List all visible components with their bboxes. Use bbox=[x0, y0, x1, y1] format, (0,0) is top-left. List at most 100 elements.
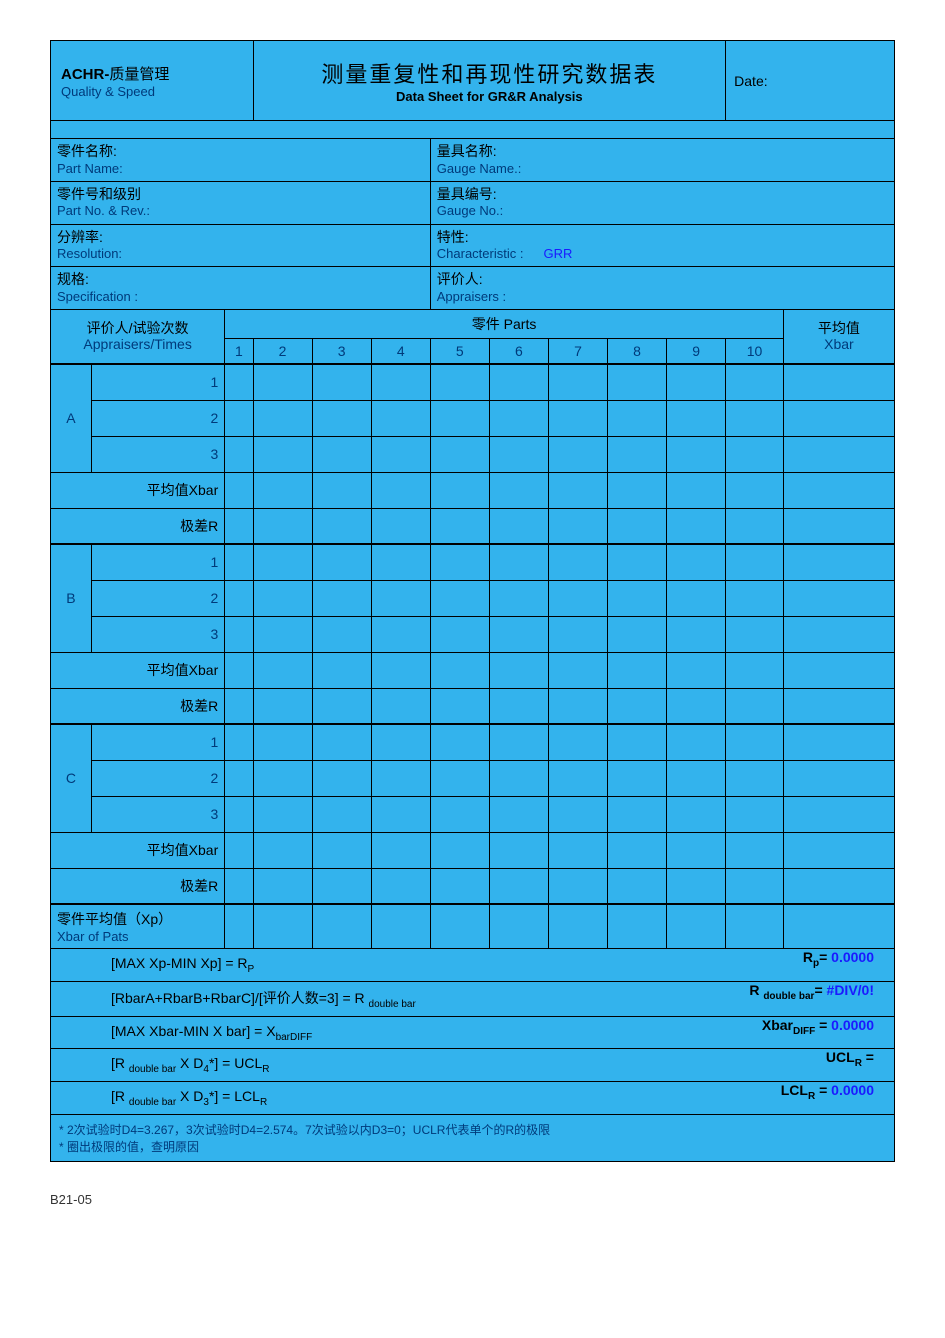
data-cell[interactable] bbox=[548, 760, 607, 796]
data-cell[interactable] bbox=[608, 400, 667, 436]
data-cell[interactable] bbox=[608, 436, 667, 472]
data-cell[interactable] bbox=[548, 436, 607, 472]
formula-row-2: [MAX Xbar-MIN X bar] = XbarDIFF XbarDIFF… bbox=[51, 1016, 895, 1049]
data-cell[interactable] bbox=[253, 796, 312, 832]
formula-3-text: [R double bar X D4*] = UCLR bbox=[51, 1049, 714, 1081]
data-cell[interactable] bbox=[726, 580, 784, 616]
stat-cell bbox=[783, 688, 894, 724]
b-trial-2: 2 bbox=[91, 580, 224, 616]
data-cell[interactable] bbox=[489, 616, 548, 652]
data-cell[interactable] bbox=[225, 544, 253, 580]
info-right-2-en: Characteristic : bbox=[437, 246, 524, 261]
data-cell[interactable] bbox=[430, 724, 489, 760]
data-cell[interactable] bbox=[608, 724, 667, 760]
data-cell[interactable] bbox=[430, 760, 489, 796]
data-cell[interactable] bbox=[225, 436, 253, 472]
data-cell[interactable] bbox=[726, 544, 784, 580]
data-cell[interactable] bbox=[371, 436, 430, 472]
data-cell[interactable] bbox=[225, 616, 253, 652]
data-cell[interactable] bbox=[726, 364, 784, 400]
data-cell[interactable] bbox=[608, 760, 667, 796]
data-cell[interactable] bbox=[726, 436, 784, 472]
stat-cell bbox=[608, 688, 667, 724]
data-cell[interactable] bbox=[225, 796, 253, 832]
data-cell[interactable] bbox=[548, 796, 607, 832]
data-cell[interactable] bbox=[726, 400, 784, 436]
data-cell[interactable] bbox=[371, 364, 430, 400]
data-cell[interactable] bbox=[253, 724, 312, 760]
data-cell[interactable] bbox=[608, 364, 667, 400]
data-cell[interactable] bbox=[312, 616, 371, 652]
data-cell[interactable] bbox=[225, 724, 253, 760]
data-cell[interactable] bbox=[312, 760, 371, 796]
data-cell[interactable] bbox=[253, 616, 312, 652]
data-cell[interactable] bbox=[430, 544, 489, 580]
data-cell[interactable] bbox=[225, 364, 253, 400]
data-cell[interactable] bbox=[253, 436, 312, 472]
data-cell[interactable] bbox=[489, 760, 548, 796]
data-cell[interactable] bbox=[371, 796, 430, 832]
data-cell[interactable] bbox=[548, 364, 607, 400]
data-cell[interactable] bbox=[371, 616, 430, 652]
data-cell[interactable] bbox=[548, 400, 607, 436]
data-cell[interactable] bbox=[667, 580, 726, 616]
data-cell[interactable] bbox=[726, 616, 784, 652]
data-cell[interactable] bbox=[430, 580, 489, 616]
data-cell[interactable] bbox=[430, 616, 489, 652]
data-cell[interactable] bbox=[608, 580, 667, 616]
data-cell[interactable] bbox=[253, 544, 312, 580]
data-cell[interactable] bbox=[667, 544, 726, 580]
data-cell[interactable] bbox=[548, 544, 607, 580]
data-cell[interactable] bbox=[430, 796, 489, 832]
data-cell[interactable] bbox=[253, 364, 312, 400]
data-cell[interactable] bbox=[371, 544, 430, 580]
data-cell[interactable] bbox=[667, 436, 726, 472]
data-cell[interactable] bbox=[489, 544, 548, 580]
data-cell[interactable] bbox=[667, 760, 726, 796]
data-cell[interactable] bbox=[371, 760, 430, 796]
data-cell[interactable] bbox=[608, 616, 667, 652]
data-cell[interactable] bbox=[312, 796, 371, 832]
data-cell[interactable] bbox=[253, 580, 312, 616]
data-cell[interactable] bbox=[312, 400, 371, 436]
data-cell[interactable] bbox=[608, 544, 667, 580]
data-cell[interactable] bbox=[608, 796, 667, 832]
data-cell[interactable] bbox=[489, 580, 548, 616]
data-cell[interactable] bbox=[253, 760, 312, 796]
data-cell[interactable] bbox=[489, 724, 548, 760]
data-cell[interactable] bbox=[312, 724, 371, 760]
data-cell[interactable] bbox=[726, 796, 784, 832]
data-cell[interactable] bbox=[489, 364, 548, 400]
data-cell[interactable] bbox=[667, 400, 726, 436]
data-cell[interactable] bbox=[253, 400, 312, 436]
data-cell[interactable] bbox=[667, 616, 726, 652]
data-cell[interactable] bbox=[225, 580, 253, 616]
data-cell[interactable] bbox=[371, 400, 430, 436]
data-cell[interactable] bbox=[548, 580, 607, 616]
data-cell[interactable] bbox=[312, 580, 371, 616]
data-cell[interactable] bbox=[548, 616, 607, 652]
stat-cell bbox=[253, 868, 312, 904]
data-cell[interactable] bbox=[371, 580, 430, 616]
data-cell[interactable] bbox=[548, 724, 607, 760]
data-cell[interactable] bbox=[225, 400, 253, 436]
data-cell[interactable] bbox=[726, 760, 784, 796]
data-cell[interactable] bbox=[312, 364, 371, 400]
appraiser-c: C bbox=[51, 724, 92, 832]
data-cell[interactable] bbox=[489, 796, 548, 832]
data-cell[interactable] bbox=[371, 724, 430, 760]
data-cell[interactable] bbox=[312, 436, 371, 472]
data-cell[interactable] bbox=[489, 436, 548, 472]
data-cell[interactable] bbox=[489, 400, 548, 436]
data-cell[interactable] bbox=[312, 544, 371, 580]
data-cell[interactable] bbox=[667, 724, 726, 760]
info-left-1-cn: 零件号和级别 bbox=[57, 186, 424, 204]
data-cell[interactable] bbox=[667, 796, 726, 832]
data-cell[interactable] bbox=[726, 724, 784, 760]
data-cell[interactable] bbox=[430, 400, 489, 436]
info-left-3: 规格: Specification : bbox=[51, 267, 431, 310]
data-cell[interactable] bbox=[430, 436, 489, 472]
data-cell[interactable] bbox=[430, 364, 489, 400]
data-cell[interactable] bbox=[225, 760, 253, 796]
data-cell[interactable] bbox=[667, 364, 726, 400]
